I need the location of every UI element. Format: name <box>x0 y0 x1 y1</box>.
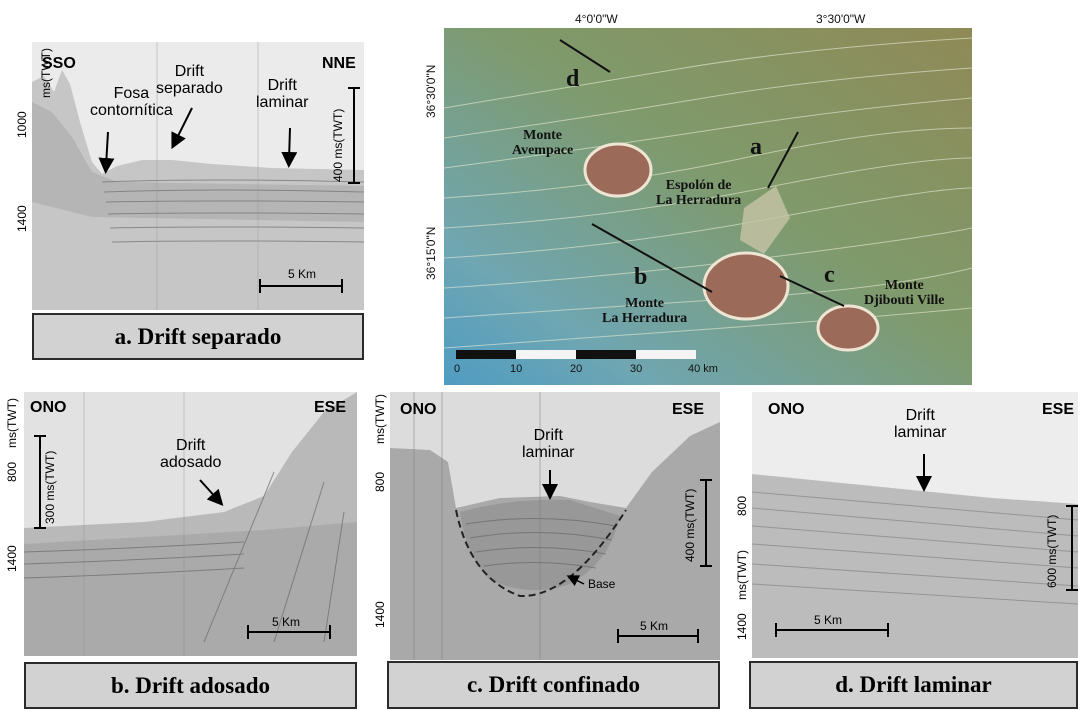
direction-left-label: ONO <box>768 401 805 418</box>
direction-left-label: ONO <box>30 399 67 416</box>
vertical-scale-label: 300 ms(TWT) <box>43 450 57 524</box>
annotation-arrows-d <box>775 454 1078 637</box>
drift-laminar-label: Drift laminar <box>256 77 309 111</box>
axis-tick-1400: 1400 <box>5 545 19 572</box>
map-letter-a: a <box>750 134 762 160</box>
monte-herradura-label: Monte La Herradura <box>602 296 688 327</box>
axis-unit-label: ms(TWT) <box>5 398 19 448</box>
map-scale-0: 0 <box>454 363 461 375</box>
axis-tick-800: 800 <box>373 471 387 492</box>
axis-unit-label: ms(TWT) <box>735 550 749 600</box>
seismic-profile-d: ONO ESE Drift laminar 600 ms(TWT) 5 Km <box>752 392 1078 658</box>
vertical-scale-label: 400 ms(TWT) <box>683 488 697 562</box>
seismic-image-c <box>390 392 720 660</box>
espolon-label: Espolón de La Herradura <box>656 178 742 209</box>
caption-panel-c: c. Drift confinado <box>387 661 720 709</box>
drift-laminar-label: Drift laminar <box>522 427 575 461</box>
drift-laminar-label: Drift laminar <box>894 407 947 441</box>
map-image <box>444 28 972 385</box>
monte-djibouti-label: Monte Djibouti Ville <box>864 278 945 309</box>
map-scale-30: 30 <box>630 363 643 375</box>
direction-right-label: ESE <box>1042 401 1075 418</box>
drift-separado-label: Drift separado <box>156 63 223 97</box>
map-letter-d: d <box>566 66 580 92</box>
caption-panel-a: a. Drift separado <box>32 313 364 360</box>
horizontal-scale-label: 5 Km <box>640 619 669 633</box>
seismic-profile-b: ONO ESE Drift adosado 300 ms(TWT) 5 Km <box>24 392 357 656</box>
latitude-label-2: 36°15'0"N <box>424 226 438 280</box>
map-letter-b: b <box>634 264 648 290</box>
axis-tick-1400: 1400 <box>373 601 387 628</box>
axis-tick-1000: 1000 <box>15 111 29 138</box>
map-scale-20: 20 <box>570 363 583 375</box>
map-scale-10: 10 <box>510 363 523 375</box>
seismic-image-d <box>752 392 1078 658</box>
drift-adosado-label: Drift adosado <box>160 437 222 471</box>
map-scale-40: 40 km <box>688 363 718 375</box>
direction-left-label: SSO <box>42 55 76 72</box>
vertical-scale-label: 400 ms(TWT) <box>331 108 345 182</box>
vertical-scale-label: 600 ms(TWT) <box>1045 514 1059 588</box>
latitude-label-1: 36°30'0"N <box>424 64 438 118</box>
axis-tick-1400: 1400 <box>735 613 749 640</box>
axis-tick-800: 800 <box>735 495 749 516</box>
axis-unit-label: ms(TWT) <box>373 394 387 444</box>
map-letter-c: c <box>824 262 835 288</box>
direction-right-label: ESE <box>672 401 705 418</box>
seismic-image-b <box>24 392 357 656</box>
longitude-label-1: 4°0'0"W <box>575 12 618 26</box>
base-label: Base <box>588 577 616 591</box>
bathymetric-map: a b c d Monte Avempace Espolón de La Her… <box>444 28 972 385</box>
caption-panel-b: b. Drift adosado <box>24 662 357 709</box>
horizontal-scale-label: 5 Km <box>814 613 843 627</box>
horizontal-scale-label: 5 Km <box>288 267 317 281</box>
axis-tick-1400: 1400 <box>15 205 29 232</box>
seismic-image-a <box>32 42 364 310</box>
annotation-arrows-a <box>98 87 360 293</box>
annotation-arrows-c <box>542 470 712 643</box>
direction-left-label: ONO <box>400 401 437 418</box>
longitude-label-2: 3°30'0"W <box>816 12 866 26</box>
axis-tick-800: 800 <box>5 461 19 482</box>
horizontal-scale-label: 5 Km <box>272 615 301 629</box>
direction-right-label: ESE <box>314 399 347 416</box>
caption-panel-d: d. Drift laminar <box>749 661 1078 709</box>
direction-right-label: NNE <box>322 55 356 72</box>
fosa-contornitica-label: Fosa contornítica <box>90 85 173 119</box>
monte-avempace-label: Monte Avempace <box>512 128 574 159</box>
annotation-arrows-b <box>34 435 331 639</box>
seismic-profile-c: ONO ESE Drift laminar Base 400 ms(TWT) 5… <box>390 392 720 660</box>
axis-unit-label: ms(TWT) <box>39 48 53 98</box>
seismic-profile-a: SSO NNE Fosa contornítica Drift separado… <box>32 42 364 310</box>
